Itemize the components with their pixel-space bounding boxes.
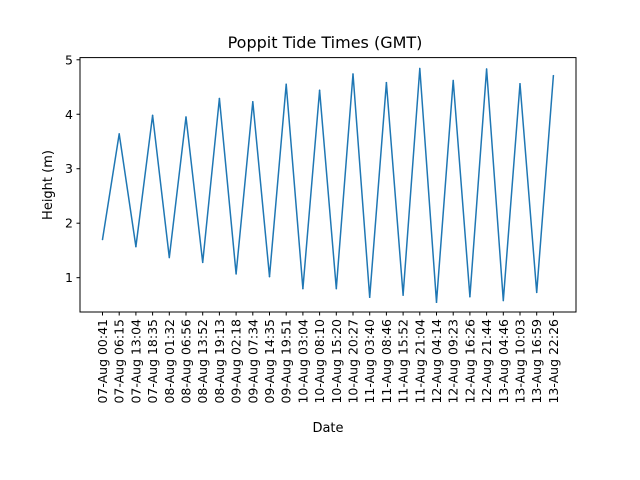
y-tick-label: 1 [65, 270, 73, 285]
data-point [352, 73, 354, 75]
x-tick-label: 09-Aug 19:51 [279, 319, 294, 404]
data-point [252, 100, 254, 103]
data-point [318, 89, 321, 92]
data-point [452, 79, 454, 82]
data-point [168, 256, 171, 259]
data-point [469, 295, 471, 298]
data-point [285, 83, 287, 86]
series-line [101, 67, 555, 303]
x-tick-label: 09-Aug 02:18 [229, 319, 244, 404]
plot-area [79, 57, 577, 313]
x-tick-label: 08-Aug 19:13 [212, 319, 227, 404]
data-point [485, 68, 488, 70]
x-tick-label: 11-Aug 08:46 [379, 319, 394, 404]
x-tick-label: 07-Aug 13:04 [128, 319, 143, 404]
x-tick-label: 12-Aug 04:14 [429, 319, 444, 404]
data-point [135, 245, 137, 248]
y-axis-label: Height (m) [41, 150, 56, 220]
data-point [235, 273, 237, 275]
data-point [151, 114, 154, 117]
axes-frame [79, 57, 577, 313]
data-point [435, 301, 438, 303]
data-point [101, 238, 104, 241]
data-point [385, 81, 388, 84]
x-tick-label: 12-Aug 21:44 [479, 319, 494, 404]
data-point [302, 287, 304, 290]
x-tick-label: 12-Aug 16:26 [462, 319, 477, 404]
y-tick-label: 5 [65, 52, 73, 67]
series-layer [101, 67, 555, 303]
y-tick-label: 3 [65, 161, 73, 176]
y-tick-label: 2 [65, 216, 73, 231]
y-axis: 1 2 3 4 5 [65, 52, 80, 285]
x-tick-label: 08-Aug 13:52 [195, 319, 210, 404]
data-point [402, 294, 404, 296]
x-tick-label: 10-Aug 20:27 [346, 319, 361, 404]
data-point [552, 74, 555, 77]
x-tick-label: 12-Aug 09:23 [446, 319, 461, 404]
data-point [519, 82, 521, 85]
data-point [368, 296, 371, 299]
data-point [201, 261, 204, 264]
x-tick-label: 13-Aug 16:59 [529, 319, 544, 404]
x-tick-label: 08-Aug 01:32 [162, 319, 177, 404]
x-tick-label: 07-Aug 18:35 [145, 319, 160, 404]
data-point [218, 97, 221, 100]
x-tick-label: 11-Aug 03:40 [362, 319, 377, 404]
x-tick-label: 09-Aug 07:34 [245, 319, 260, 404]
x-axis: 07-Aug 00:41 07-Aug 06:15 07-Aug 13:04 07-A… [95, 312, 561, 404]
data-point [335, 287, 338, 290]
data-point [118, 133, 120, 135]
x-tick-label: 10-Aug 08:10 [312, 319, 327, 404]
y-tick-label: 4 [65, 107, 73, 122]
x-tick-label: 13-Aug 22:26 [546, 319, 561, 404]
x-tick-label: 10-Aug 15:20 [329, 319, 344, 404]
data-point [502, 299, 505, 302]
x-tick-label: 11-Aug 15:52 [396, 319, 411, 404]
data-point [419, 67, 421, 70]
chart-title: Poppit Tide Times (GMT) [228, 33, 423, 52]
x-tick-label: 10-Aug 03:04 [295, 319, 310, 404]
data-point [535, 291, 538, 294]
x-tick-label: 07-Aug 00:41 [95, 319, 110, 404]
x-tick-label: 09-Aug 14:35 [262, 319, 277, 404]
x-axis-label: Date [312, 421, 343, 436]
x-tick-label: 13-Aug 10:03 [513, 319, 528, 404]
x-tick-label: 07-Aug 06:15 [112, 319, 127, 404]
data-point [185, 116, 187, 118]
x-tick-label: 08-Aug 06:56 [179, 319, 194, 404]
x-tick-label: 13-Aug 04:46 [496, 319, 511, 404]
data-point [268, 275, 271, 278]
x-tick-label: 11-Aug 21:04 [412, 319, 427, 404]
